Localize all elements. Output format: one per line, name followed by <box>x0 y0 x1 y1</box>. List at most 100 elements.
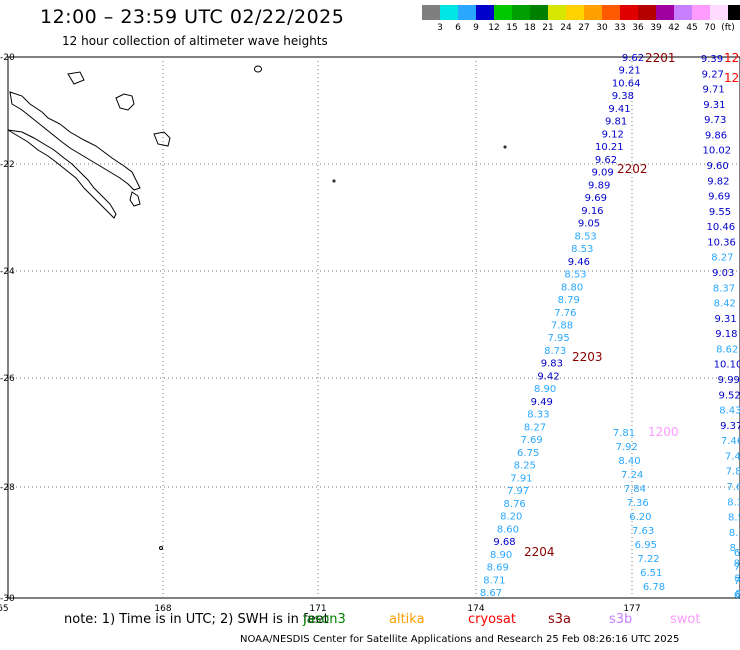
wave-height-value: 9.69 <box>708 192 730 203</box>
wave-height-value: 7.22 <box>637 554 659 565</box>
wave-height-value: 7.36 <box>627 498 649 509</box>
wave-height-value: 9.16 <box>581 206 603 217</box>
wave-height-value: 9.52 <box>718 390 740 401</box>
scale-label: 6 <box>455 23 461 33</box>
wave-height-value: 9.82 <box>707 176 729 187</box>
wave-height-value: 8.5 <box>730 543 740 554</box>
wave-height-value: 10.36 <box>707 237 736 248</box>
wave-height-value: 8.27 <box>524 422 546 433</box>
wave-height-value: 9.27 <box>702 69 724 80</box>
wave-height-value: 8.79 <box>558 295 580 306</box>
scale-label: 12 <box>488 23 500 33</box>
wave-height-value: 8.90 <box>490 550 512 561</box>
scale-swatch <box>512 5 530 20</box>
wave-height-value: 8.90 <box>534 384 556 395</box>
wave-height-value: 9.05 <box>578 219 600 230</box>
wave-height-value: 8.67 <box>480 588 502 599</box>
wave-height-value: 7.97 <box>507 486 529 497</box>
wave-height-value: 9.73 <box>704 115 726 126</box>
scale-label: 18 <box>524 23 536 33</box>
scale-swatch <box>674 5 692 20</box>
wave-height-value: 8.80 <box>561 282 583 293</box>
wave-height-value: 6.75 <box>517 448 539 459</box>
wave-height-value: 8.53 <box>564 270 586 281</box>
scale-swatch <box>530 5 548 20</box>
wave-height-value: 6 <box>734 590 740 601</box>
scale-label: 70 <box>704 23 716 33</box>
wave-height-value: 7.84 <box>624 484 646 495</box>
wave-height-value: 8.71 <box>483 575 505 586</box>
loyalty-island-b <box>153 131 171 147</box>
scale-swatch <box>548 5 566 20</box>
wave-height-value: 9.21 <box>618 66 640 77</box>
wave-height-value: 9.81 <box>605 117 627 128</box>
wave-height-value: 9.31 <box>703 100 725 111</box>
lat-tick-label: -20 <box>0 53 15 63</box>
date-marker: 12 <box>724 51 739 65</box>
wave-height-value: 8.60 <box>497 524 519 535</box>
scale-label: 27 <box>578 23 590 33</box>
island-dot-a <box>332 179 336 183</box>
date-marker: 2203 <box>572 350 603 364</box>
scale-label: 42 <box>668 23 680 33</box>
wave-height-value: 6.78 <box>643 582 665 593</box>
wave-height-value: 9.09 <box>591 168 613 179</box>
wave-height-value: 7 <box>734 576 740 587</box>
wave-height-value: 7.95 <box>547 333 569 344</box>
scale-swatch <box>656 5 674 20</box>
lat-tick-label: -26 <box>0 374 15 384</box>
wave-height-value: 8.62 <box>716 344 738 355</box>
scale-swatch <box>620 5 638 20</box>
wave-height-value: 8. <box>735 589 740 600</box>
scale-swatch <box>458 5 476 20</box>
wave-height-value: 9.89 <box>588 180 610 191</box>
wave-height-value: 8. <box>734 574 740 585</box>
scale-swatch <box>476 5 494 20</box>
wave-height-value: 9.49 <box>531 397 553 408</box>
wave-height-value: 10.46 <box>706 222 735 233</box>
scale-label: 3 <box>437 23 443 33</box>
wave-height-value: 9.37 <box>720 421 740 432</box>
wave-height-value: 7.8 <box>726 467 740 478</box>
wave-height-value: 9.62 <box>622 53 644 64</box>
scale-label: (ft) <box>721 23 735 33</box>
date-labels: 2201 12 12 2202 2203 1200 2204 <box>524 51 739 559</box>
wave-height-value: 7.6 <box>726 482 740 493</box>
ile-des-pins <box>129 191 141 207</box>
date-marker: 2202 <box>617 162 648 176</box>
date-marker: 12 <box>724 71 739 85</box>
wave-height-value: 7.91 <box>510 473 532 484</box>
wave-height-value: 8.43 <box>719 406 740 417</box>
wave-height-value: 7 <box>734 562 740 573</box>
satellite-name: jason3 <box>303 612 346 627</box>
loyalty-island-a <box>115 93 135 111</box>
wave-height-value: 7.69 <box>520 435 542 446</box>
date-marker: 1200 <box>648 425 679 439</box>
scale-label: 36 <box>632 23 644 33</box>
wave-height-value: 7.88 <box>551 321 573 332</box>
satellite-name: s3b <box>609 612 633 627</box>
scale-swatch <box>638 5 656 20</box>
wave-height-value: 8.69 <box>487 563 509 574</box>
wave-height-value: 9.12 <box>602 129 624 140</box>
wave-height-value: 8.3 <box>729 528 740 539</box>
satellite-name: s3a <box>548 612 572 627</box>
wave-height-value: 7.81 <box>613 428 635 439</box>
new-caledonia-north <box>9 91 141 191</box>
wave-height-value: 6.95 <box>635 540 657 551</box>
new-caledonia-main <box>7 129 117 219</box>
scale-swatch <box>440 5 458 20</box>
wave-height-value: 9.71 <box>702 85 724 96</box>
wave-height-value: 9.38 <box>612 91 634 102</box>
wave-height-value: 8.3 <box>727 497 740 508</box>
scale-label: 39 <box>650 23 662 33</box>
scale-swatch <box>602 5 620 20</box>
wave-height-value: 8.42 <box>714 299 736 310</box>
island-nw <box>67 71 85 85</box>
wave-height-value: 8.25 <box>514 461 536 472</box>
scale-label: 30 <box>596 23 608 33</box>
satellite-name: swot <box>670 612 701 627</box>
wave-height-value: 10.21 <box>595 142 624 153</box>
wave-height-value: 7.63 <box>632 526 654 537</box>
